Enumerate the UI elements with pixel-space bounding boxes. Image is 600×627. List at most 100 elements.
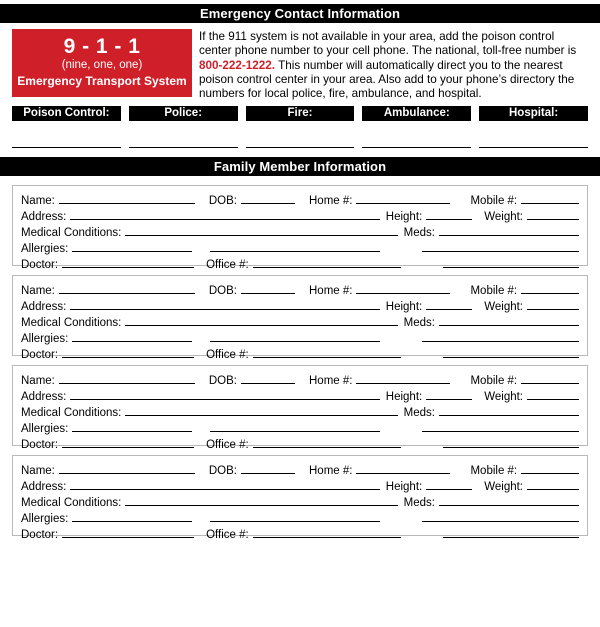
input-mobile-number[interactable]	[521, 192, 579, 205]
contact-cell: Police:	[128, 106, 238, 149]
input-address[interactable]	[70, 208, 380, 221]
member-row-address: Address: Height: Weight:	[21, 478, 579, 494]
input-medical-conditions[interactable]	[125, 224, 398, 237]
label-medical-conditions: Medical Conditions:	[21, 227, 122, 240]
input-allergies[interactable]	[72, 420, 193, 433]
input-name[interactable]	[58, 462, 195, 475]
contact-label: Ambulance:	[362, 106, 472, 122]
input-allergies-continued[interactable]	[210, 510, 381, 523]
input-meds-continued[interactable]	[422, 510, 579, 523]
input-height[interactable]	[426, 478, 473, 491]
input-dob[interactable]	[241, 462, 295, 475]
input-meds[interactable]	[439, 314, 579, 327]
input-weight[interactable]	[527, 208, 579, 221]
input-allergies[interactable]	[72, 510, 193, 523]
contact-cell: Hospital:	[479, 106, 588, 149]
input-meds-continued-2[interactable]	[442, 346, 579, 359]
input-allergies[interactable]	[72, 240, 193, 253]
family-member-header: Family Member Information	[0, 157, 600, 177]
input-meds-continued-2[interactable]	[442, 436, 579, 449]
badge-number: 9 - 1 - 1	[63, 35, 141, 58]
contact-cell: Ambulance:	[362, 106, 472, 149]
input-allergies-continued[interactable]	[210, 420, 381, 433]
input-allergies[interactable]	[72, 330, 193, 343]
label-office-number: Office #:	[206, 439, 249, 452]
input-address[interactable]	[70, 478, 380, 491]
input-home-number[interactable]	[356, 192, 451, 205]
input-medical-conditions[interactable]	[125, 314, 398, 327]
poison-control-note: If the 911 system is not available in yo…	[199, 29, 588, 101]
input-medical-conditions[interactable]	[125, 404, 398, 417]
label-allergies: Allergies:	[21, 243, 69, 256]
input-weight[interactable]	[527, 298, 579, 311]
label-home-number: Home #:	[309, 465, 353, 478]
input-dob[interactable]	[241, 372, 295, 385]
member-row-doctor: Doctor: Office #:	[21, 256, 579, 272]
contact-cell: Poison Control:	[12, 106, 121, 149]
input-medical-conditions[interactable]	[125, 494, 398, 507]
label-medical-conditions: Medical Conditions:	[21, 497, 122, 510]
input-home-number[interactable]	[356, 282, 451, 295]
input-dob[interactable]	[241, 282, 295, 295]
input-doctor[interactable]	[62, 526, 195, 539]
label-meds: Meds:	[403, 317, 435, 330]
input-mobile-number[interactable]	[521, 282, 579, 295]
input-mobile-number[interactable]	[521, 372, 579, 385]
contact-cell: Fire:	[245, 106, 355, 149]
emergency-911-badge: 9 - 1 - 1 (nine, one, one) Emergency Tra…	[12, 29, 192, 97]
input-meds-continued[interactable]	[422, 420, 579, 433]
member-row-name: Name: DOB: Home #: Mobile #:	[21, 372, 579, 388]
input-address[interactable]	[70, 298, 380, 311]
input-meds-continued-2[interactable]	[442, 256, 579, 269]
input-doctor[interactable]	[62, 436, 195, 449]
input-dob[interactable]	[241, 192, 295, 205]
input-meds[interactable]	[439, 404, 579, 417]
label-office-number: Office #:	[206, 259, 249, 272]
label-mobile-number: Mobile #:	[470, 465, 518, 478]
input-allergies-continued[interactable]	[210, 240, 381, 253]
contact-value-input[interactable]	[245, 121, 355, 149]
input-mobile-number[interactable]	[521, 462, 579, 475]
input-meds-continued-2[interactable]	[442, 526, 579, 539]
input-height[interactable]	[426, 208, 473, 221]
contact-value-input[interactable]	[12, 121, 121, 149]
label-doctor: Doctor:	[21, 439, 59, 452]
input-home-number[interactable]	[356, 372, 451, 385]
family-member-block: Name: DOB: Home #: Mobile #: Address: Height:…	[12, 365, 588, 451]
label-meds: Meds:	[403, 227, 435, 240]
family-member-blocks: Name: DOB: Home #: Mobile #: Address: Height:…	[0, 185, 600, 541]
input-name[interactable]	[58, 372, 195, 385]
input-doctor[interactable]	[62, 346, 195, 359]
emergency-contact-fields: Poison Control: Police: Fire: Ambulance: Hos…	[0, 101, 600, 149]
input-meds-continued[interactable]	[422, 330, 579, 343]
input-address[interactable]	[70, 388, 380, 401]
label-height: Height:	[385, 391, 423, 404]
contact-value-input[interactable]	[362, 121, 472, 149]
contact-value-input[interactable]	[128, 121, 238, 149]
member-row-address: Address: Height: Weight:	[21, 298, 579, 314]
label-weight: Weight:	[484, 211, 523, 224]
input-office-number[interactable]	[252, 346, 401, 359]
label-home-number: Home #:	[309, 375, 353, 388]
input-office-number[interactable]	[252, 256, 401, 269]
contact-value-input[interactable]	[479, 121, 588, 149]
label-mobile-number: Mobile #:	[470, 375, 518, 388]
input-allergies-continued[interactable]	[210, 330, 381, 343]
family-member-block: Name: DOB: Home #: Mobile #: Address: Height:…	[12, 455, 588, 541]
input-name[interactable]	[58, 282, 195, 295]
input-meds[interactable]	[439, 224, 579, 237]
input-weight[interactable]	[527, 388, 579, 401]
input-height[interactable]	[426, 298, 473, 311]
input-doctor[interactable]	[62, 256, 195, 269]
input-office-number[interactable]	[252, 526, 401, 539]
input-meds[interactable]	[439, 494, 579, 507]
input-meds-continued[interactable]	[422, 240, 579, 253]
input-height[interactable]	[426, 388, 473, 401]
input-weight[interactable]	[527, 478, 579, 491]
label-address: Address:	[21, 211, 67, 224]
member-row-address: Address: Height: Weight:	[21, 208, 579, 224]
input-home-number[interactable]	[356, 462, 451, 475]
input-office-number[interactable]	[252, 436, 401, 449]
input-name[interactable]	[58, 192, 195, 205]
member-row-allergies: Allergies:	[21, 420, 579, 436]
